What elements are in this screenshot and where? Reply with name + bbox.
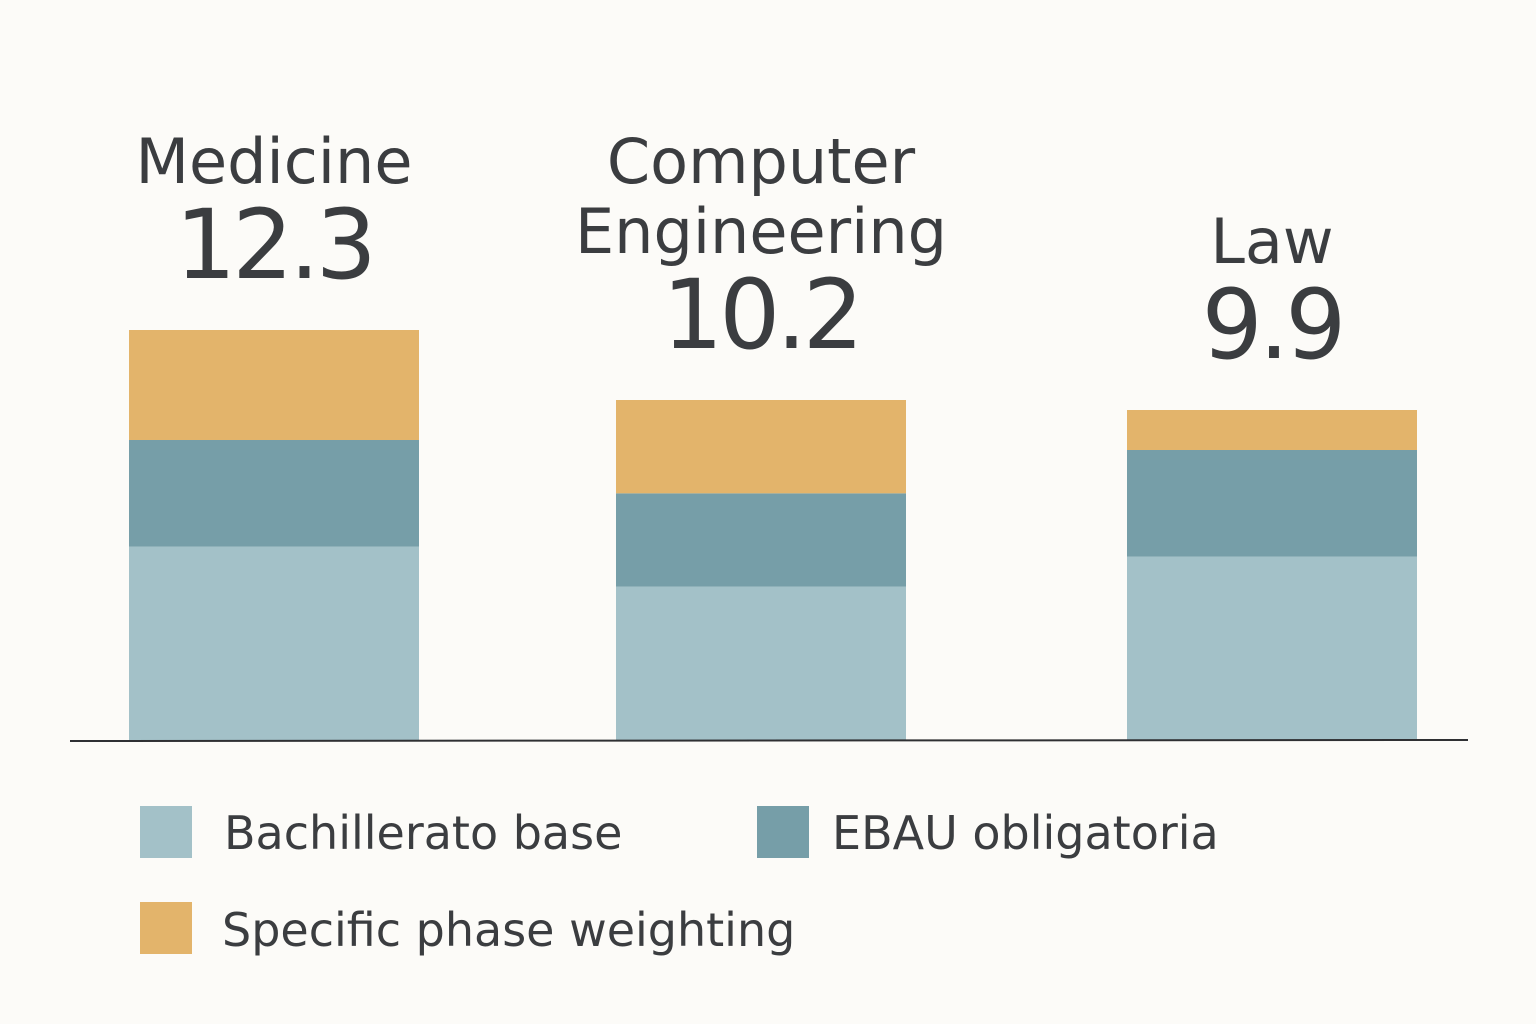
- bar-segment-1-cat-1: [129, 546, 419, 740]
- bar-segment-2-cat-1: [129, 440, 419, 547]
- total-value-label: 10.2: [662, 259, 860, 371]
- legend-label: Specific phase weighting: [222, 903, 795, 957]
- bar-segment-3-cat-3: [1127, 410, 1417, 450]
- category-label: Medicine: [136, 125, 413, 198]
- legend-item: EBAU obligatoria: [757, 806, 1219, 860]
- legend-swatch: [140, 806, 192, 858]
- bar-segment-1-cat-2: [616, 586, 906, 740]
- legend-item: Bachillerato base: [140, 806, 622, 860]
- total-value-label: 12.3: [175, 189, 373, 301]
- legend-label: EBAU obligatoria: [832, 806, 1219, 860]
- legend: Bachillerato base EBAU obligatoria Specifi…: [140, 806, 1219, 957]
- bar-segment-3-cat-1: [129, 330, 419, 440]
- legend-swatch: [757, 806, 809, 858]
- category-label: Computer: [607, 125, 916, 198]
- bar-segment-1-cat-3: [1127, 556, 1417, 740]
- legend-swatch: [140, 902, 192, 954]
- legend-item: Specific phase weighting: [140, 902, 795, 957]
- bar-segment-2-cat-3: [1127, 450, 1417, 557]
- category-label: Law: [1210, 205, 1333, 278]
- bar-segment-2-cat-2: [616, 493, 906, 587]
- x-axis-baseline: [69, 739, 1469, 742]
- bars-layer: [129, 330, 1417, 740]
- total-value-label: 9.9: [1202, 269, 1343, 381]
- category-label: Engineering: [575, 195, 947, 268]
- legend-label: Bachillerato base: [224, 806, 622, 860]
- bar-segment-3-cat-2: [616, 400, 906, 494]
